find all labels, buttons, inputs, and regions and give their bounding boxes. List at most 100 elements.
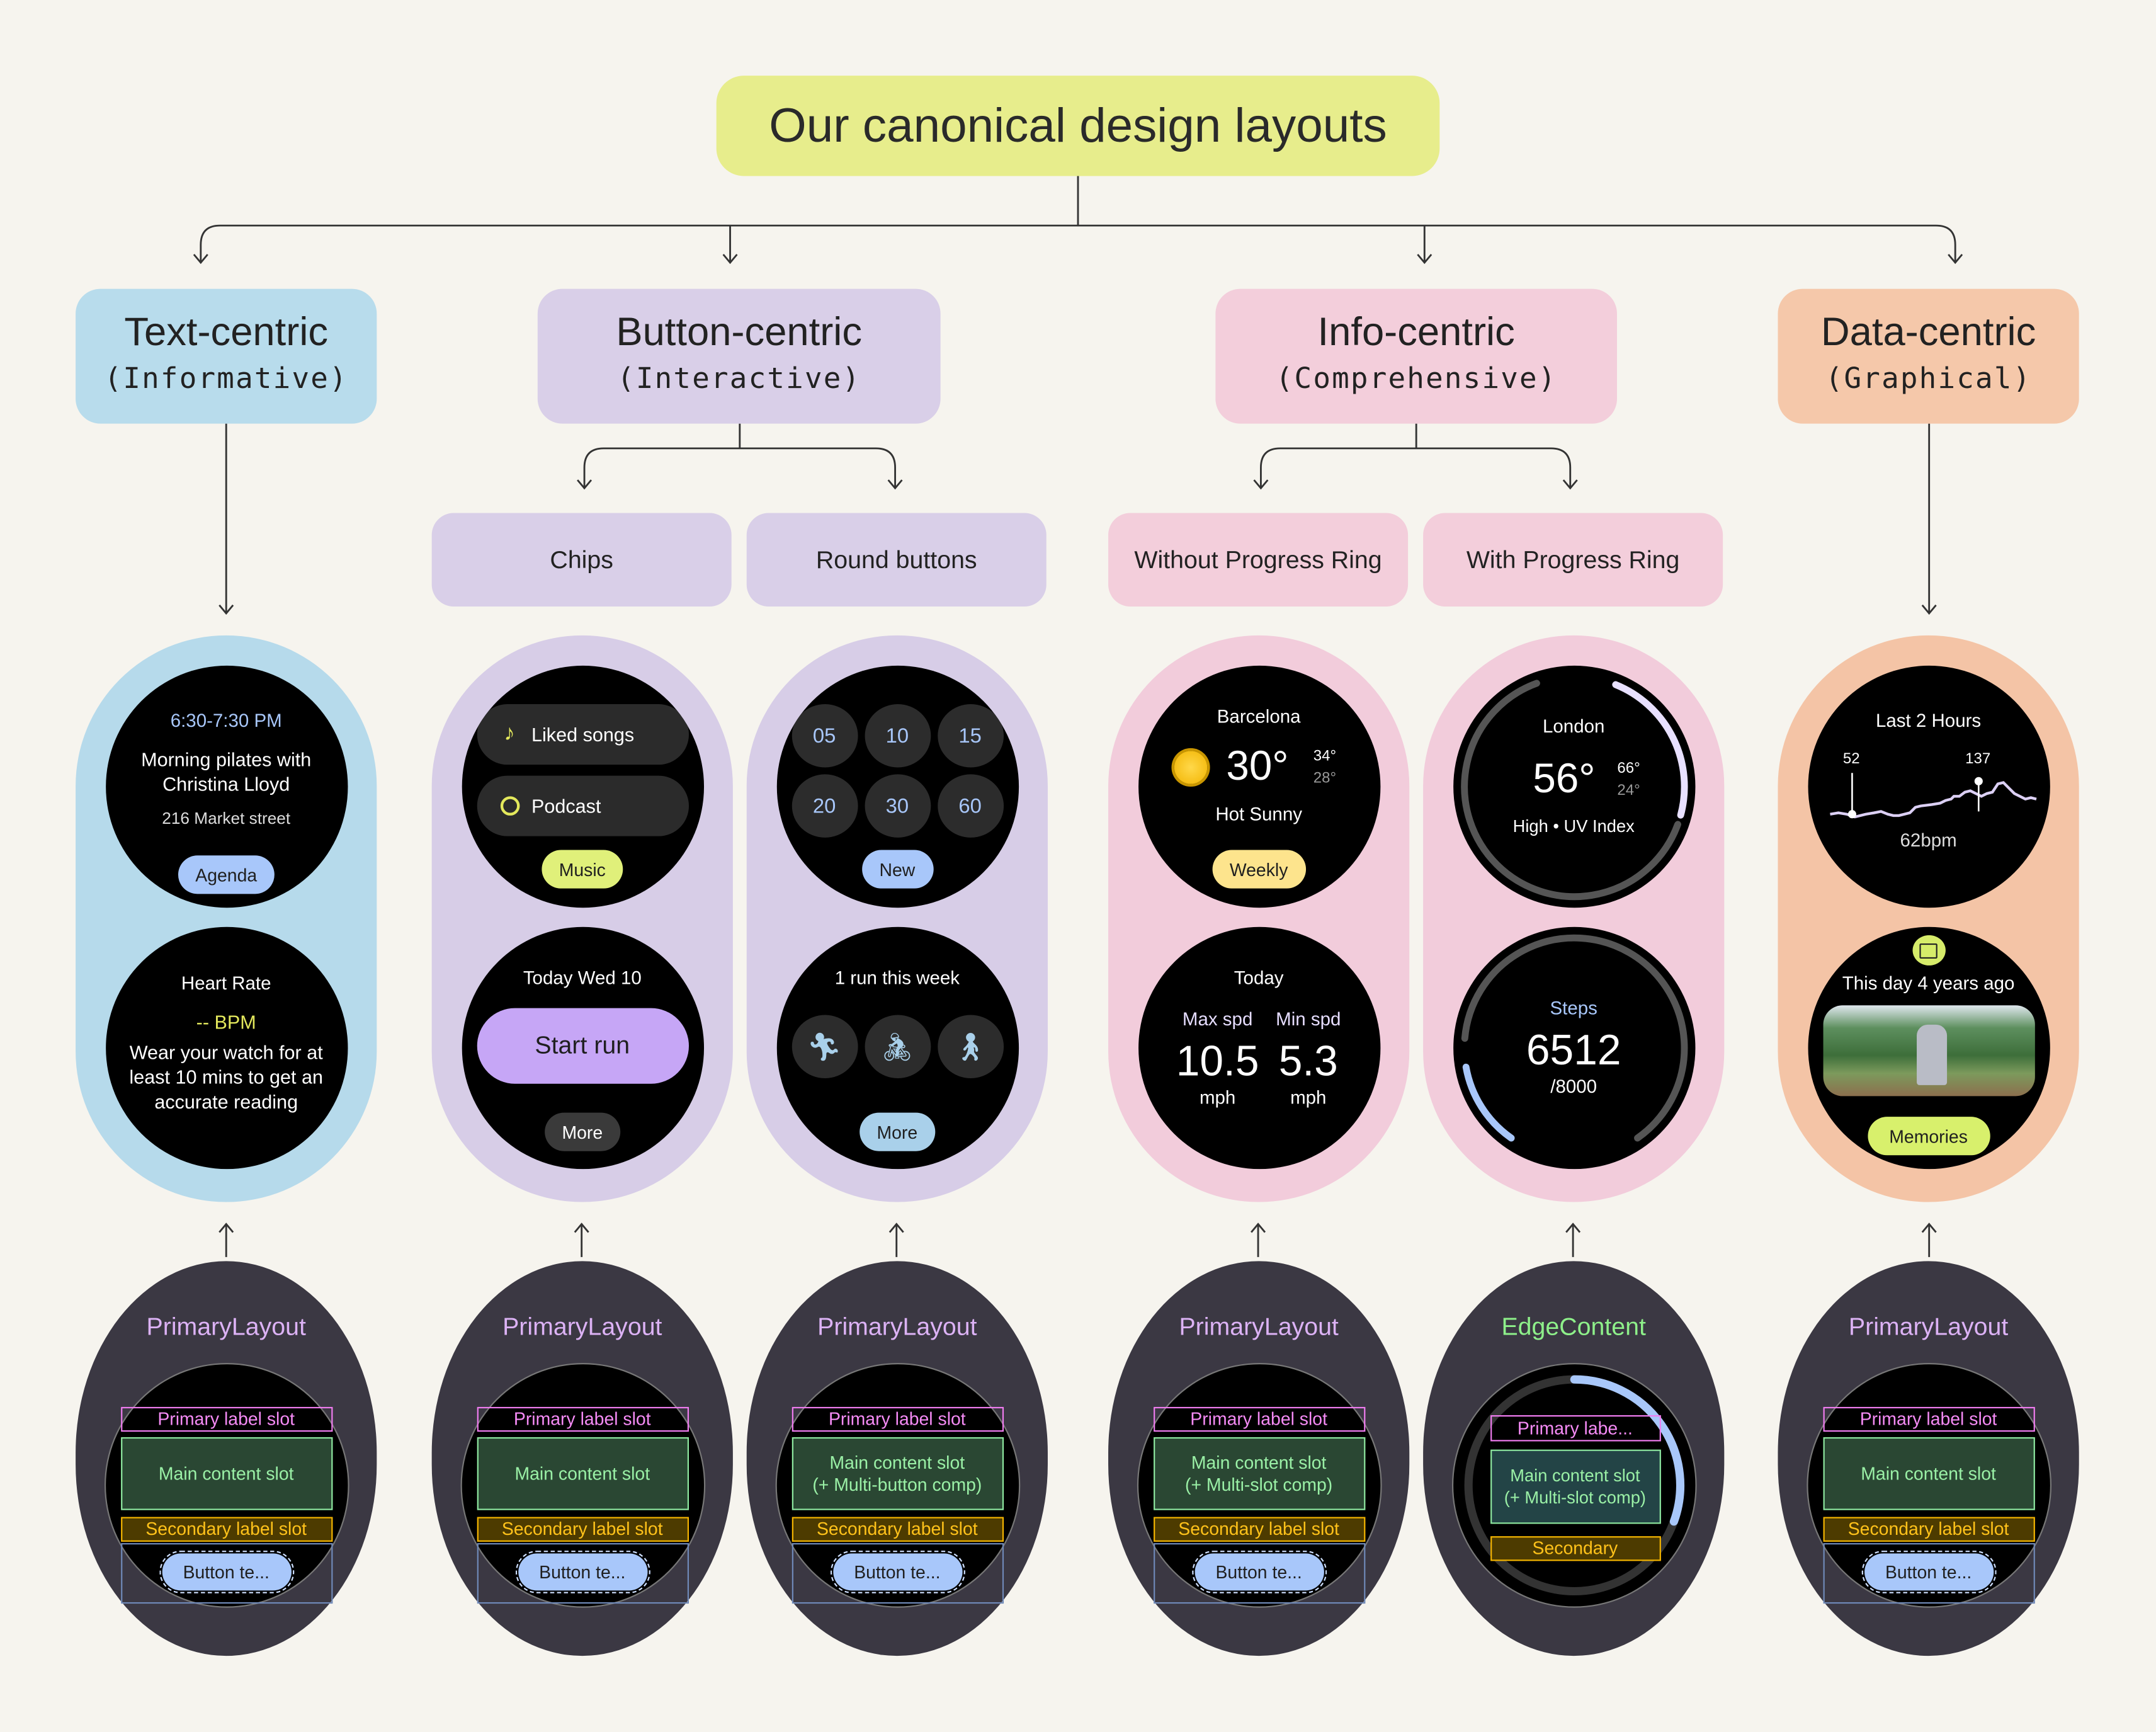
memory-photo[interactable] (1822, 1005, 2034, 1097)
data-centric-examples: Last 2 Hours 52 137 62bpm This day 4 yea… (1778, 635, 2079, 1202)
timer-05-button[interactable]: 05 (791, 704, 858, 768)
activity-watch-screen: 1 run this week 🏃︎ 🚴︎ 🚶︎ More (776, 926, 1019, 1170)
layout-name: PrimaryLayout (1848, 1313, 2009, 1340)
main-content-slot: Main content slot (120, 1437, 332, 1510)
max-value-label: 137 (1965, 751, 1991, 768)
subcategory-without-progress-ring: Without Progress Ring (1108, 513, 1409, 607)
button-slot-frame (791, 1543, 1003, 1604)
timer-10-button[interactable]: 10 (864, 704, 931, 768)
main-content-slot: Main content slot (1822, 1437, 2034, 1510)
more-button[interactable]: More (859, 1112, 936, 1151)
min-speed-label: Min spd (1276, 1008, 1341, 1030)
layout-diagram-chips: PrimaryLayout Primary label slot Main co… (431, 1261, 733, 1656)
category-name: Text-centric (124, 311, 329, 355)
primary-label-slot: Primary label slot (1153, 1406, 1365, 1432)
agenda-button[interactable]: Agenda (177, 855, 275, 894)
edge-button[interactable]: Button te... (1861, 1551, 1996, 1593)
max-speed-label: Max spd (1182, 1008, 1253, 1030)
main-slot-sublabel: (+ Multi-slot comp) (1504, 1488, 1647, 1508)
hike-icon[interactable]: 🚶︎ (937, 1015, 1003, 1078)
category-subtitle: (Comprehensive) (1275, 362, 1557, 395)
new-button[interactable]: New (861, 850, 933, 889)
primary-label-slot: Primary label slot (1822, 1406, 2034, 1432)
weekly-button[interactable]: Weekly (1211, 850, 1306, 889)
city-name: London (1543, 715, 1605, 737)
bpm-value: -- BPM (196, 1010, 256, 1033)
main-slot-label: Main content slot (1510, 1466, 1640, 1486)
memories-button[interactable]: Memories (1867, 1117, 1990, 1156)
memories-title: This day 4 years ago (1842, 972, 2015, 994)
timer-60-button[interactable]: 60 (937, 774, 1003, 838)
edge-button[interactable]: Button te... (159, 1551, 294, 1593)
layout-screen: Primary label slot Main content slot Sec… (461, 1364, 703, 1607)
category-text-centric: Text-centric (Informative) (76, 288, 377, 424)
layout-diagram-without-progress-ring: PrimaryLayout Primary label slot Main co… (1108, 1261, 1410, 1656)
edge-button[interactable]: Button te... (514, 1551, 650, 1593)
steps-goal: /8000 (1550, 1076, 1597, 1097)
edge-button[interactable]: Button te... (1191, 1551, 1327, 1593)
secondary-label-slot: Secondary label slot (791, 1517, 1003, 1542)
edge-button[interactable]: Button te... (829, 1551, 965, 1593)
layout-name: PrimaryLayout (1179, 1313, 1339, 1340)
start-run-button[interactable]: Start run (476, 1008, 688, 1084)
sun-icon (1173, 751, 1207, 784)
event-location: 216 Market street (162, 808, 291, 828)
date-header: Today Wed 10 (523, 967, 642, 988)
liked-songs-chip[interactable]: ♪ Liked songs (476, 704, 688, 765)
progress-ring (1460, 680, 1688, 901)
image-icon (1912, 935, 1945, 966)
timer-30-button[interactable]: 30 (864, 774, 931, 838)
low-temp: 28° (1313, 770, 1337, 787)
podcast-chip[interactable]: Podcast (476, 775, 688, 836)
music-button[interactable]: Music (541, 850, 624, 889)
runs-header: 1 run this week (834, 967, 960, 988)
edge-progress-ring (1463, 1375, 1684, 1596)
max-speed-value: 10.5 (1176, 1037, 1259, 1085)
steps-label: Steps (1550, 998, 1597, 1019)
category-name: Button-centric (616, 311, 863, 355)
primary-label-slot: Primary label slot (120, 1406, 332, 1432)
layout-screen: Primary label slot Main content slot (+ M… (1137, 1364, 1380, 1607)
layout-screen: Primary label slot Main content slot (+ M… (776, 1364, 1019, 1607)
podcast-icon (499, 796, 519, 816)
main-slot-sublabel: (+ Multi-button comp) (812, 1473, 982, 1495)
chips-examples: ♪ Liked songs Podcast Music Today Wed 10… (431, 635, 733, 1202)
category-name: Info-centric (1317, 311, 1515, 355)
music-watch-screen: ♪ Liked songs Podcast Music (461, 665, 703, 908)
timer-20-button[interactable]: 20 (791, 774, 858, 838)
bike-icon[interactable]: 🚴︎ (864, 1015, 931, 1078)
layout-name: EdgeContent (1501, 1313, 1646, 1340)
main-slot-label: Main content slot (829, 1451, 965, 1473)
event-title-line2: Christina Lloyd (162, 773, 290, 795)
layout-diagram-with-progress-ring: EdgeContent Primary labe... Main content… (1423, 1261, 1725, 1656)
text-centric-examples: 6:30-7:30 PM Morning pilates with Christ… (76, 635, 377, 1202)
run-icon[interactable]: 🏃︎ (791, 1015, 858, 1078)
high-temp: 66° (1617, 760, 1640, 777)
min-value-label: 52 (1842, 751, 1860, 768)
category-info-centric: Info-centric (Comprehensive) (1215, 288, 1617, 424)
layout-name: PrimaryLayout (502, 1313, 662, 1340)
category-subtitle: (Graphical) (1825, 362, 2032, 395)
layout-diagram-data-centric: PrimaryLayout Primary label slot Main co… (1778, 1261, 2079, 1656)
subcategory-with-progress-ring: With Progress Ring (1423, 513, 1723, 607)
city-name: Barcelona (1217, 706, 1301, 727)
heart-rate-sparkline (1829, 773, 2036, 819)
timer-15-button[interactable]: 15 (937, 704, 1003, 768)
main-content-slot: Main content slot (+ Multi-slot comp) (1153, 1437, 1365, 1510)
heart-rate-title: Heart Rate (181, 972, 271, 994)
more-button[interactable]: More (544, 1112, 621, 1151)
run-watch-screen: Today Wed 10 Start run More (461, 926, 703, 1170)
subcategory-round-buttons: Round buttons (746, 513, 1047, 607)
layout-screen: Primary label slot Main content slot Sec… (105, 1364, 348, 1607)
category-name: Data-centric (1820, 311, 2036, 355)
primary-label-slot: Primary label slot (791, 1406, 1003, 1432)
layout-screen: Primary label slot Main content slot Sec… (1807, 1364, 2050, 1607)
progress-ring-track (1460, 934, 1688, 1142)
secondary-label-slot: Secondary label slot (1153, 1517, 1365, 1542)
agenda-watch-screen: 6:30-7:30 PM Morning pilates with Christ… (105, 665, 348, 908)
max-point (1973, 777, 1982, 785)
progress-ring-track (1460, 680, 1681, 901)
chip-label: Liked songs (531, 723, 635, 746)
